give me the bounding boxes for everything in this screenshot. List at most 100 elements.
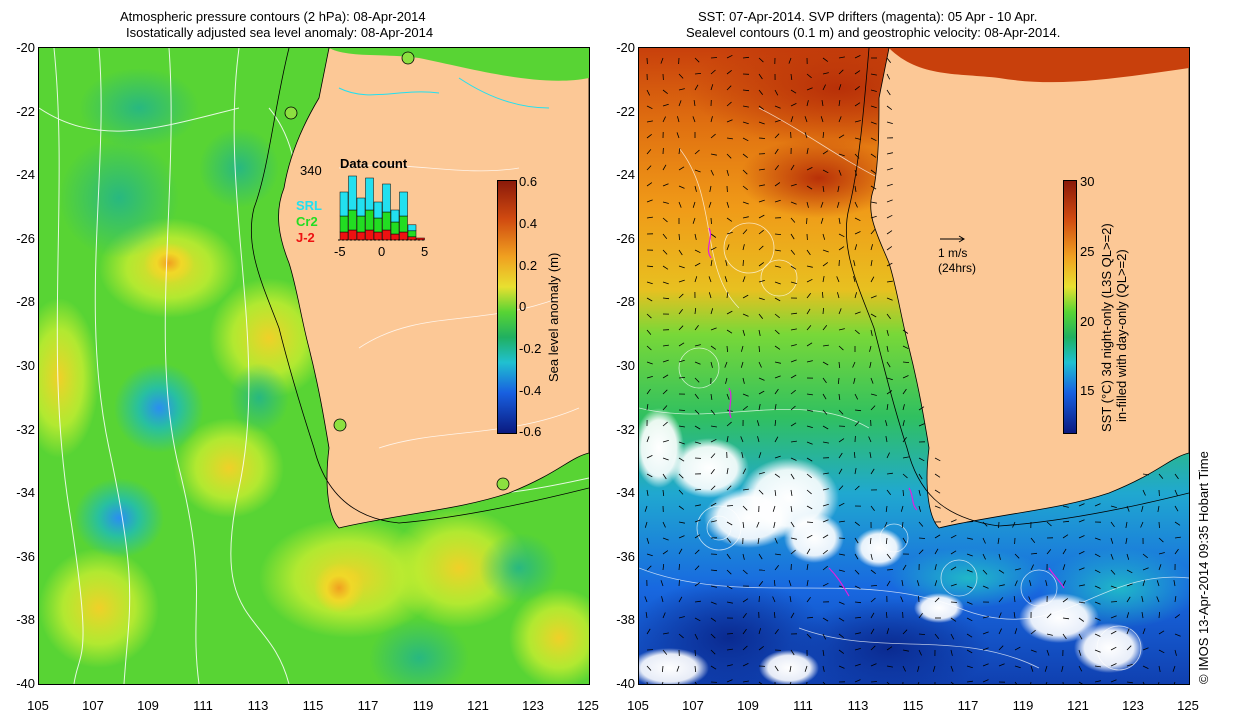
velocity-arrow <box>1156 596 1160 603</box>
velocity-arrow <box>758 297 765 301</box>
velocity-arrow <box>853 451 856 459</box>
velocity-arrow <box>694 582 701 587</box>
velocity-arrow <box>1126 553 1130 560</box>
velocity-arrow <box>966 633 973 638</box>
velocity-arrow <box>1045 681 1048 684</box>
velocity-arrow <box>916 580 920 587</box>
sla-cb-tick-4: -0.2 <box>519 341 542 356</box>
velocity-arrow <box>662 217 668 223</box>
velocity-arrow <box>694 409 700 415</box>
velocity-arrow <box>1030 665 1034 672</box>
velocity-arrow <box>758 595 760 603</box>
velocity-arrow <box>838 537 846 539</box>
velocity-arrow <box>1142 473 1149 476</box>
velocity-arrow <box>1140 521 1144 528</box>
histogram-bar-1-2 <box>348 175 357 211</box>
velocity-arrow <box>1078 681 1083 684</box>
velocity-arrow <box>694 425 701 430</box>
velocity-arrow <box>838 217 841 224</box>
velocity-arrow <box>997 537 1000 544</box>
sst-colorbar-label-2: in-filled with day-only (QL>=2) <box>1114 249 1129 422</box>
velocity-arrow <box>710 260 713 267</box>
velocity-arrow <box>790 265 797 270</box>
velocity-arrow <box>934 548 939 555</box>
velocity-arrow <box>694 681 697 684</box>
velocity-arrow <box>1174 505 1179 512</box>
velocity-arrow <box>726 292 729 299</box>
velocity-arrow <box>1062 505 1069 508</box>
velocity-arrow <box>982 631 989 635</box>
velocity-arrow <box>645 612 648 619</box>
velocity-arrow <box>1046 613 1052 619</box>
velocity-arrow <box>886 57 892 63</box>
velocity-arrow <box>1062 534 1069 539</box>
velocity-arrow <box>1174 649 1177 656</box>
velocity-arrow <box>662 649 668 655</box>
velocity-arrow <box>1172 665 1176 672</box>
velocity-arrow <box>917 665 920 672</box>
velocity-arrow <box>790 405 796 411</box>
velocity-arrow <box>870 105 877 109</box>
velocity-arrow <box>790 233 795 240</box>
y-tick-left-5: -30 <box>16 358 35 373</box>
velocity-arrow <box>790 359 797 363</box>
copyright: © IMOS 13-Apr-2014 09:35 Hobart Time <box>1196 451 1211 684</box>
x-tick-left-5: 115 <box>302 698 324 713</box>
velocity-arrow <box>1141 505 1144 512</box>
velocity-arrow <box>885 436 888 443</box>
scale-label-speed: 1 m/s <box>938 246 968 260</box>
velocity-arrow <box>806 473 812 479</box>
velocity-arrow <box>820 116 824 123</box>
velocity-arrow <box>726 54 733 59</box>
velocity-arrow <box>1045 580 1048 587</box>
velocity-arrow <box>854 393 859 400</box>
velocity-arrow <box>742 329 746 336</box>
velocity-arrow <box>918 505 921 512</box>
velocity-arrow <box>694 276 698 283</box>
velocity-arrow <box>1110 521 1115 528</box>
y-tick-right-4: -28 <box>616 294 635 310</box>
velocity-arrow <box>838 452 843 459</box>
velocity-arrow <box>790 440 797 443</box>
y-tick-right-7: -34 <box>616 485 635 501</box>
x-tick-left-9: 123 <box>522 698 544 713</box>
velocity-arrow <box>1078 584 1085 587</box>
velocity-arrow <box>758 553 763 560</box>
velocity-arrow <box>1030 649 1037 653</box>
x-tick-right-3: 111 <box>793 698 813 713</box>
velocity-arrow <box>1078 633 1083 640</box>
velocity-arrow <box>822 441 829 444</box>
y-tick-right-0: -20 <box>616 40 635 55</box>
velocity-arrow <box>1094 633 1101 637</box>
velocity-arrow <box>806 521 814 523</box>
velocity-arrow <box>790 217 796 223</box>
velocity-arrow <box>694 361 701 365</box>
velocity-arrow <box>1158 564 1162 571</box>
velocity-arrow <box>1014 553 1020 559</box>
velocity-arrow <box>694 73 702 75</box>
velocity-arrow <box>870 295 877 299</box>
velocity-arrow <box>1014 665 1021 669</box>
velocity-arrow <box>678 441 685 445</box>
x-tick-left-10: 125 <box>577 698 599 713</box>
velocity-arrow <box>678 185 685 189</box>
velocity-arrow <box>806 534 813 539</box>
velocity-arrow <box>838 649 845 654</box>
velocity-arrow <box>758 581 764 587</box>
velocity-arrow <box>998 584 1005 587</box>
velocity-arrow <box>886 89 891 96</box>
velocity-arrow <box>726 421 732 427</box>
velocity-arrow <box>742 377 745 384</box>
velocity-arrow <box>694 519 701 523</box>
velocity-arrow <box>710 69 716 75</box>
velocity-arrow <box>1046 521 1052 527</box>
velocity-arrow <box>870 377 874 384</box>
velocity-arrow <box>758 489 764 495</box>
velocity-arrow <box>726 310 733 315</box>
histogram-bar-1-1 <box>348 209 357 231</box>
velocity-arrow <box>1174 548 1179 555</box>
histogram-bar-0-1 <box>339 215 349 233</box>
velocity-arrow <box>806 564 809 571</box>
velocity-arrow <box>950 601 958 603</box>
velocity-arrow <box>1044 665 1048 672</box>
